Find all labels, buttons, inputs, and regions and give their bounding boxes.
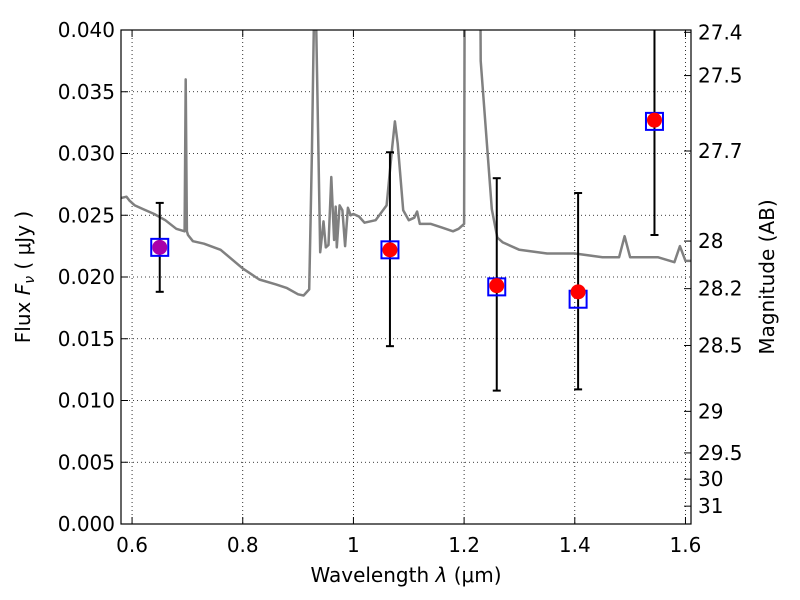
- observed-points: [152, 112, 662, 300]
- y2-tick-label: 30: [698, 467, 723, 491]
- y-tick-label: 0.025: [58, 203, 115, 227]
- grid: [121, 29, 691, 525]
- x-tick-label: 1.4: [559, 533, 591, 557]
- model-photometry-markers: [150, 111, 664, 309]
- y2-tick-label: 27.4: [698, 20, 743, 44]
- data-point: [570, 284, 586, 300]
- y-axis-label: Flux Fν ( μJy ): [11, 211, 38, 343]
- y-tick-label: 0.040: [58, 18, 115, 42]
- y2-tick-label: 29: [698, 399, 723, 423]
- y2-tick-label: 27.5: [698, 64, 743, 88]
- y2-tick-label: 27.7: [698, 139, 743, 163]
- y2-tick-label: 31: [698, 494, 723, 518]
- y-tick-label: 0.020: [58, 265, 115, 289]
- y2-axis-ticks: 27.4 27.5 27.7 28 28.2 28.5 29 29.530 31: [684, 20, 743, 518]
- x-tick-label: 0.8: [227, 533, 259, 557]
- y-tick-label: 0.010: [58, 389, 115, 413]
- error-bars: [155, 30, 659, 392]
- y-tick-label: 0.000: [58, 512, 115, 536]
- x-axis-ticks: 0.6 0.8 1 1.2 1.4 1.6: [116, 30, 701, 557]
- x-tick-label: 0.6: [116, 533, 148, 557]
- x-tick-label: 1.6: [670, 533, 702, 557]
- x-axis-label: Wavelength λ (μm): [310, 563, 501, 587]
- data-point: [152, 239, 168, 255]
- y-tick-label: 0.005: [58, 450, 115, 474]
- y-tick-label: 0.030: [58, 142, 115, 166]
- model-marker: [380, 240, 400, 260]
- model-spectrum: [121, 30, 691, 297]
- y2-tick-label: 28: [698, 229, 723, 253]
- y2-tick-label: 28.5: [698, 333, 743, 357]
- x-tick-label: 1.2: [448, 533, 480, 557]
- y-tick-label: 0.035: [58, 80, 115, 104]
- data-point: [646, 112, 662, 128]
- data-point: [382, 242, 398, 258]
- x-tick-label: 1: [347, 533, 360, 557]
- y2-axis-label: Magnitude (AB): [755, 199, 779, 354]
- data-point: [489, 278, 505, 294]
- y-axis-ticks: 0.000 0.005 0.010 0.015 0.020 0.025 0.030 0.035…: [58, 18, 128, 536]
- y2-tick-label: 29.5: [698, 441, 743, 465]
- spectrum-line: [121, 30, 691, 297]
- y2-tick-label: 28.2: [698, 277, 743, 301]
- model-marker: [150, 237, 170, 257]
- y-tick-label: 0.015: [58, 327, 115, 351]
